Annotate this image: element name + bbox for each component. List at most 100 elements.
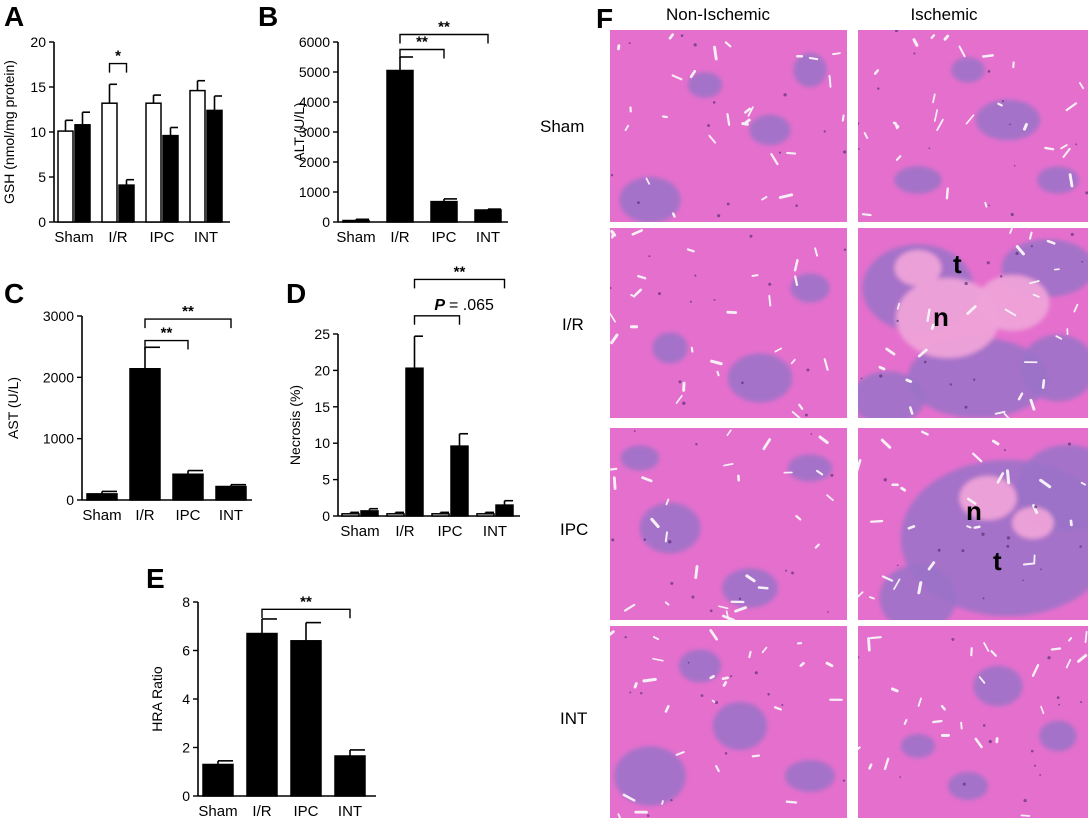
y-tick-label: 1000: [43, 431, 74, 447]
lobule-region: [951, 57, 985, 83]
nucleus-dot: [1030, 245, 1033, 248]
vessel: [984, 201, 988, 208]
nucleus-dot: [754, 671, 758, 675]
nucleus-dot: [670, 798, 673, 802]
nucleus-dot: [999, 275, 1003, 278]
panel-letter-b: B: [258, 1, 278, 32]
category-label: I/R: [390, 229, 409, 246]
lobule-region: [858, 371, 926, 418]
vessel: [828, 74, 832, 88]
histology-image: tn: [858, 228, 1088, 418]
nucleus-dot: [982, 724, 986, 727]
column-header-non-ischemic: Non-Ischemic: [666, 5, 770, 24]
vessel: [997, 102, 1003, 107]
vessel: [774, 347, 783, 353]
nucleus-dot: [791, 571, 794, 575]
nucleus-dot: [611, 538, 615, 542]
significance-bracket: [399, 48, 445, 59]
vessel: [994, 410, 1006, 415]
nucleus-dot: [988, 204, 990, 207]
nucleus-dot: [726, 202, 730, 206]
nucleus-dot: [987, 70, 991, 73]
nucleus-dot: [1056, 696, 1060, 700]
row-label-ipc: IPC: [560, 520, 588, 539]
vessel: [668, 33, 675, 40]
vessel: [885, 347, 896, 356]
vessel: [1032, 293, 1040, 298]
vessel: [664, 705, 670, 713]
nucleus-dot: [730, 675, 733, 678]
nucleus-dot: [1081, 260, 1084, 263]
significance-bracket: [413, 278, 506, 289]
vessel: [1065, 658, 1072, 669]
vessel: [1041, 379, 1046, 389]
necrosis-region: [959, 476, 1017, 520]
vessel: [1065, 102, 1078, 112]
nucleus-dot: [717, 214, 721, 218]
bar: [189, 89, 206, 223]
significance-bracket: [261, 608, 351, 619]
nucleus-dot: [1010, 212, 1014, 217]
y-tick-label: 15: [30, 79, 46, 95]
lobule-region: [975, 99, 1041, 141]
nucleus-dot: [923, 360, 927, 364]
vessel: [744, 118, 751, 125]
bar: [202, 763, 234, 797]
bar: [172, 473, 204, 501]
category-label: IPC: [149, 229, 174, 246]
vessel: [867, 637, 871, 652]
lobule-region: [687, 72, 723, 98]
nucleus-dot: [964, 405, 968, 409]
y-axis-label: GSH (nmol/mg protein): [1, 60, 17, 204]
vessel: [610, 312, 616, 323]
tissue-region-label: n: [933, 302, 949, 332]
nucleus-dot: [913, 52, 916, 55]
bar: [341, 513, 360, 517]
vessel: [661, 115, 668, 119]
nucleus-dot: [810, 433, 813, 435]
nucleus-dot: [972, 378, 976, 381]
vessel: [778, 193, 794, 199]
category-label: IPC: [437, 523, 462, 540]
vessel: [1023, 123, 1028, 131]
bar: [246, 632, 278, 797]
category-label: Sham: [82, 507, 121, 524]
lobule-region: [787, 454, 833, 482]
bar: [386, 513, 405, 517]
vessel: [686, 248, 695, 253]
vessel: [1028, 231, 1033, 240]
lobule-region: [639, 502, 701, 554]
vessel: [722, 681, 728, 687]
y-tick-label: 2000: [299, 154, 330, 170]
bar: [386, 69, 414, 223]
lobule-region: [722, 568, 778, 608]
vessel: [675, 394, 683, 404]
vessel: [921, 430, 929, 436]
vessel: [786, 151, 797, 155]
nucleus-dot: [749, 234, 753, 238]
y-tick-label: 5: [38, 169, 46, 185]
histology-image: [858, 626, 1088, 818]
nucleus-dot: [827, 610, 829, 613]
nucleus-dot: [879, 374, 883, 378]
vessel: [757, 586, 769, 590]
category-label: Sham: [336, 229, 375, 246]
vessel: [650, 517, 660, 529]
vessel: [1077, 654, 1088, 663]
vessel: [912, 38, 919, 47]
significance-bracket: [399, 33, 489, 44]
y-tick-label: 20: [30, 34, 46, 50]
vessel: [610, 630, 615, 637]
vessel: [689, 69, 697, 79]
vessel: [622, 793, 636, 802]
significance-bracket: [144, 318, 232, 329]
vessel: [795, 515, 802, 521]
bar: [290, 640, 322, 797]
panel-letter-f: F: [596, 3, 613, 34]
bar: [206, 109, 223, 223]
vessel: [816, 469, 824, 476]
vessel: [933, 109, 939, 122]
vessel: [642, 677, 657, 683]
tissue-region-label: n: [966, 496, 982, 526]
category-label: I/R: [252, 803, 271, 820]
